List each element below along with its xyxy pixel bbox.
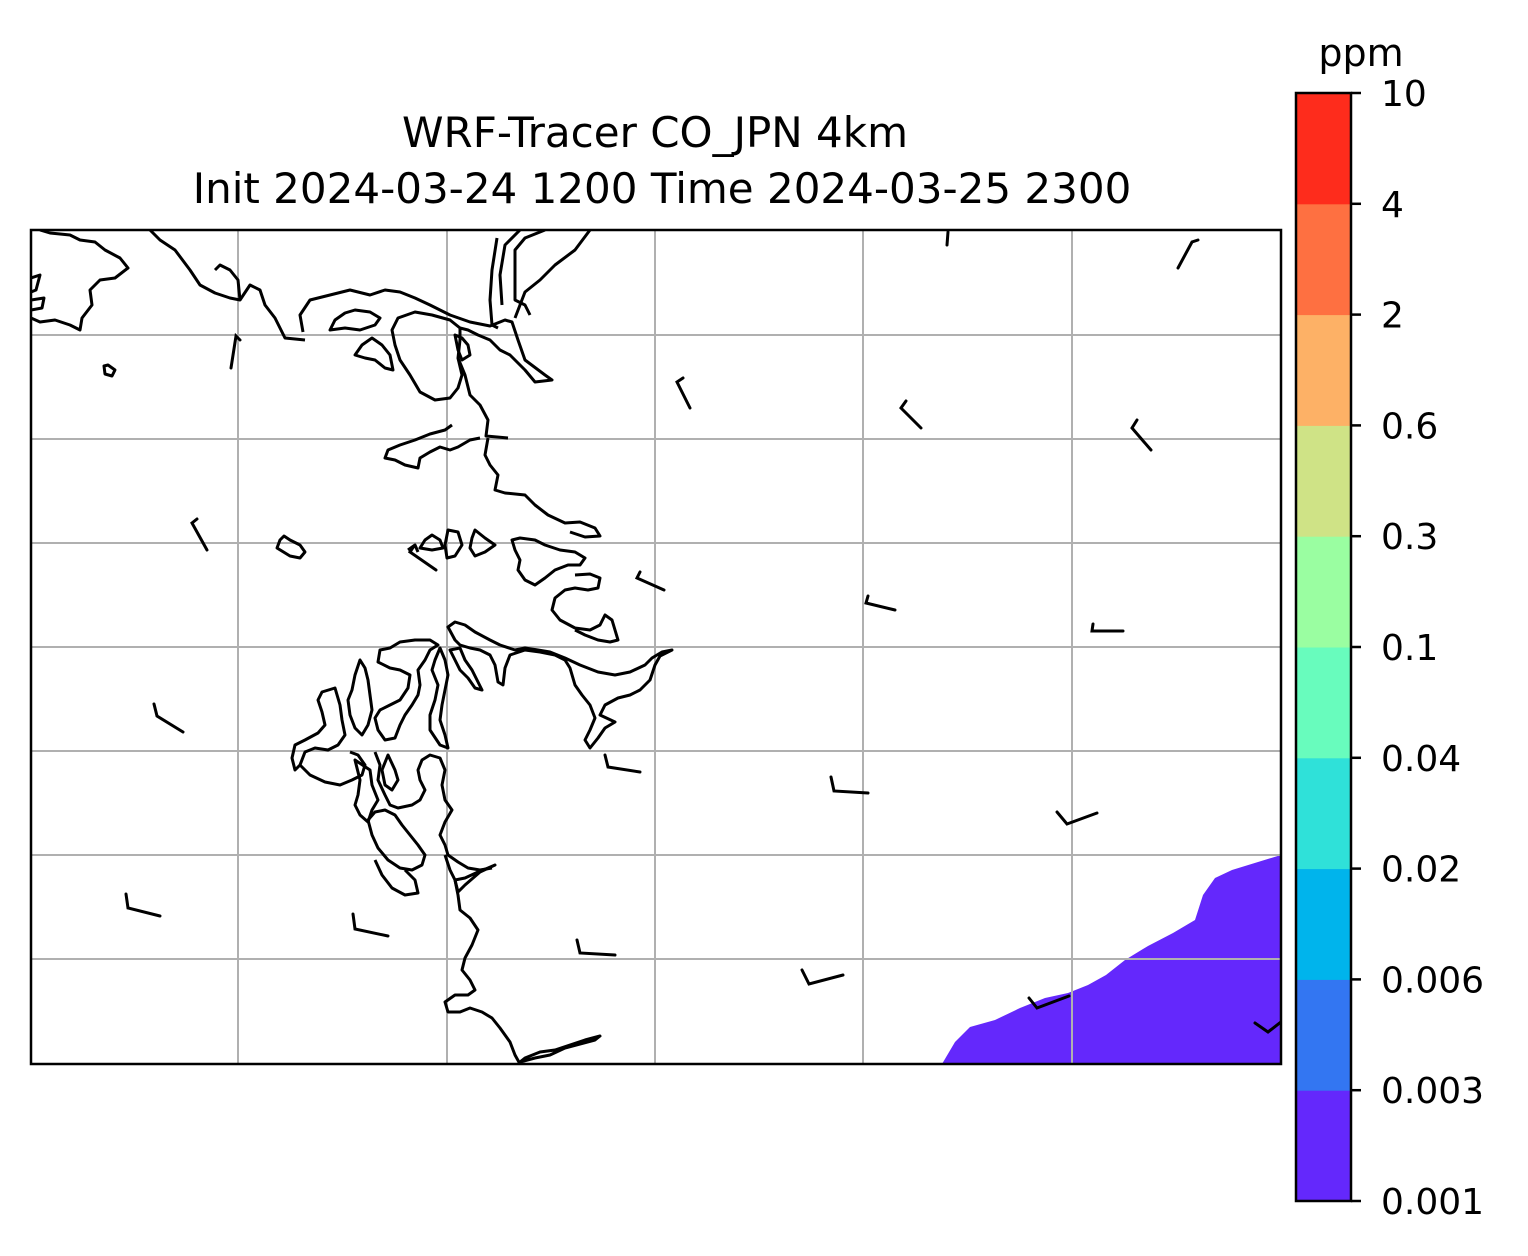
gridlines <box>31 230 1281 1064</box>
colorbar-tick-label: 0.3 <box>1381 517 1438 558</box>
wind-barb <box>152 702 185 734</box>
wind-barb <box>675 376 692 410</box>
colorbar-tick-label: 0.02 <box>1381 850 1461 891</box>
wind-barb <box>124 892 162 918</box>
wind-barb <box>1090 622 1125 633</box>
colorbar-ticks: 0.001 0.003 0.006 0.02 0.04 0.1 0.3 0.6 2 4 10 <box>1351 74 1484 1223</box>
wind-barb <box>829 775 870 795</box>
colorbar-tick-label: 2 <box>1381 296 1404 337</box>
colorbar-segment <box>1296 979 1351 1091</box>
colorbar-tick-label: 0.003 <box>1381 1071 1484 1112</box>
wind-barb <box>800 968 845 986</box>
colorbar-segment <box>1296 536 1351 648</box>
colorbar-frame <box>1294 91 1353 1203</box>
wind-barb <box>1130 418 1153 452</box>
wind-barb <box>575 938 617 957</box>
colorbar-segments <box>1296 93 1351 1202</box>
colorbar-units-label: ppm <box>1318 31 1403 75</box>
colorbar-segment <box>1296 203 1351 316</box>
coastlines <box>31 230 674 1064</box>
colorbar-tick-label: 0.6 <box>1381 406 1438 447</box>
colorbar-segment <box>1296 647 1351 759</box>
wind-barb <box>1253 1020 1281 1034</box>
colorbar-tick-label: 0.1 <box>1381 628 1438 669</box>
colorbar-segment <box>1296 425 1351 537</box>
colorbar-tick-label: 10 <box>1381 74 1427 115</box>
wind-barbs <box>124 230 1281 1034</box>
wind-barb <box>1176 238 1200 270</box>
colorbar: ppm 0.001 0.003 0.006 0.02 0.04 0.1 0.3 0.6 2 4 10 <box>1294 31 1484 1223</box>
wind-barb <box>1055 810 1099 826</box>
wind-barb <box>864 594 897 612</box>
colorbar-segment <box>1296 93 1351 205</box>
colorbar-tick-label: 0.006 <box>1381 960 1484 1001</box>
colorbar-tick-label: 4 <box>1381 185 1404 226</box>
wind-barb <box>229 332 242 370</box>
wind-barb <box>603 753 642 774</box>
colorbar-segment <box>1296 314 1351 426</box>
wind-barb <box>899 399 923 430</box>
map-panel <box>29 228 1283 1066</box>
wind-barb <box>1027 994 1071 1010</box>
tracer-fill-region <box>942 855 1281 1064</box>
colorbar-segment <box>1296 868 1351 980</box>
colorbar-segment <box>1296 757 1351 870</box>
wind-barb <box>407 544 438 572</box>
map-title-line-1: WRF-Tracer CO_JPN 4km <box>402 108 908 157</box>
wind-barb <box>634 570 666 592</box>
map-frame <box>29 228 1283 1066</box>
wind-barb <box>190 517 209 552</box>
wind-barb <box>351 912 390 938</box>
map-title-line-2: Init 2024-03-24 1200 Time 2024-03-25 230… <box>193 164 1132 213</box>
colorbar-segment <box>1296 1090 1351 1202</box>
wind-barb <box>945 230 950 247</box>
colorbar-tick-label: 0.001 <box>1381 1182 1484 1223</box>
colorbar-tick-label: 0.04 <box>1381 739 1461 780</box>
